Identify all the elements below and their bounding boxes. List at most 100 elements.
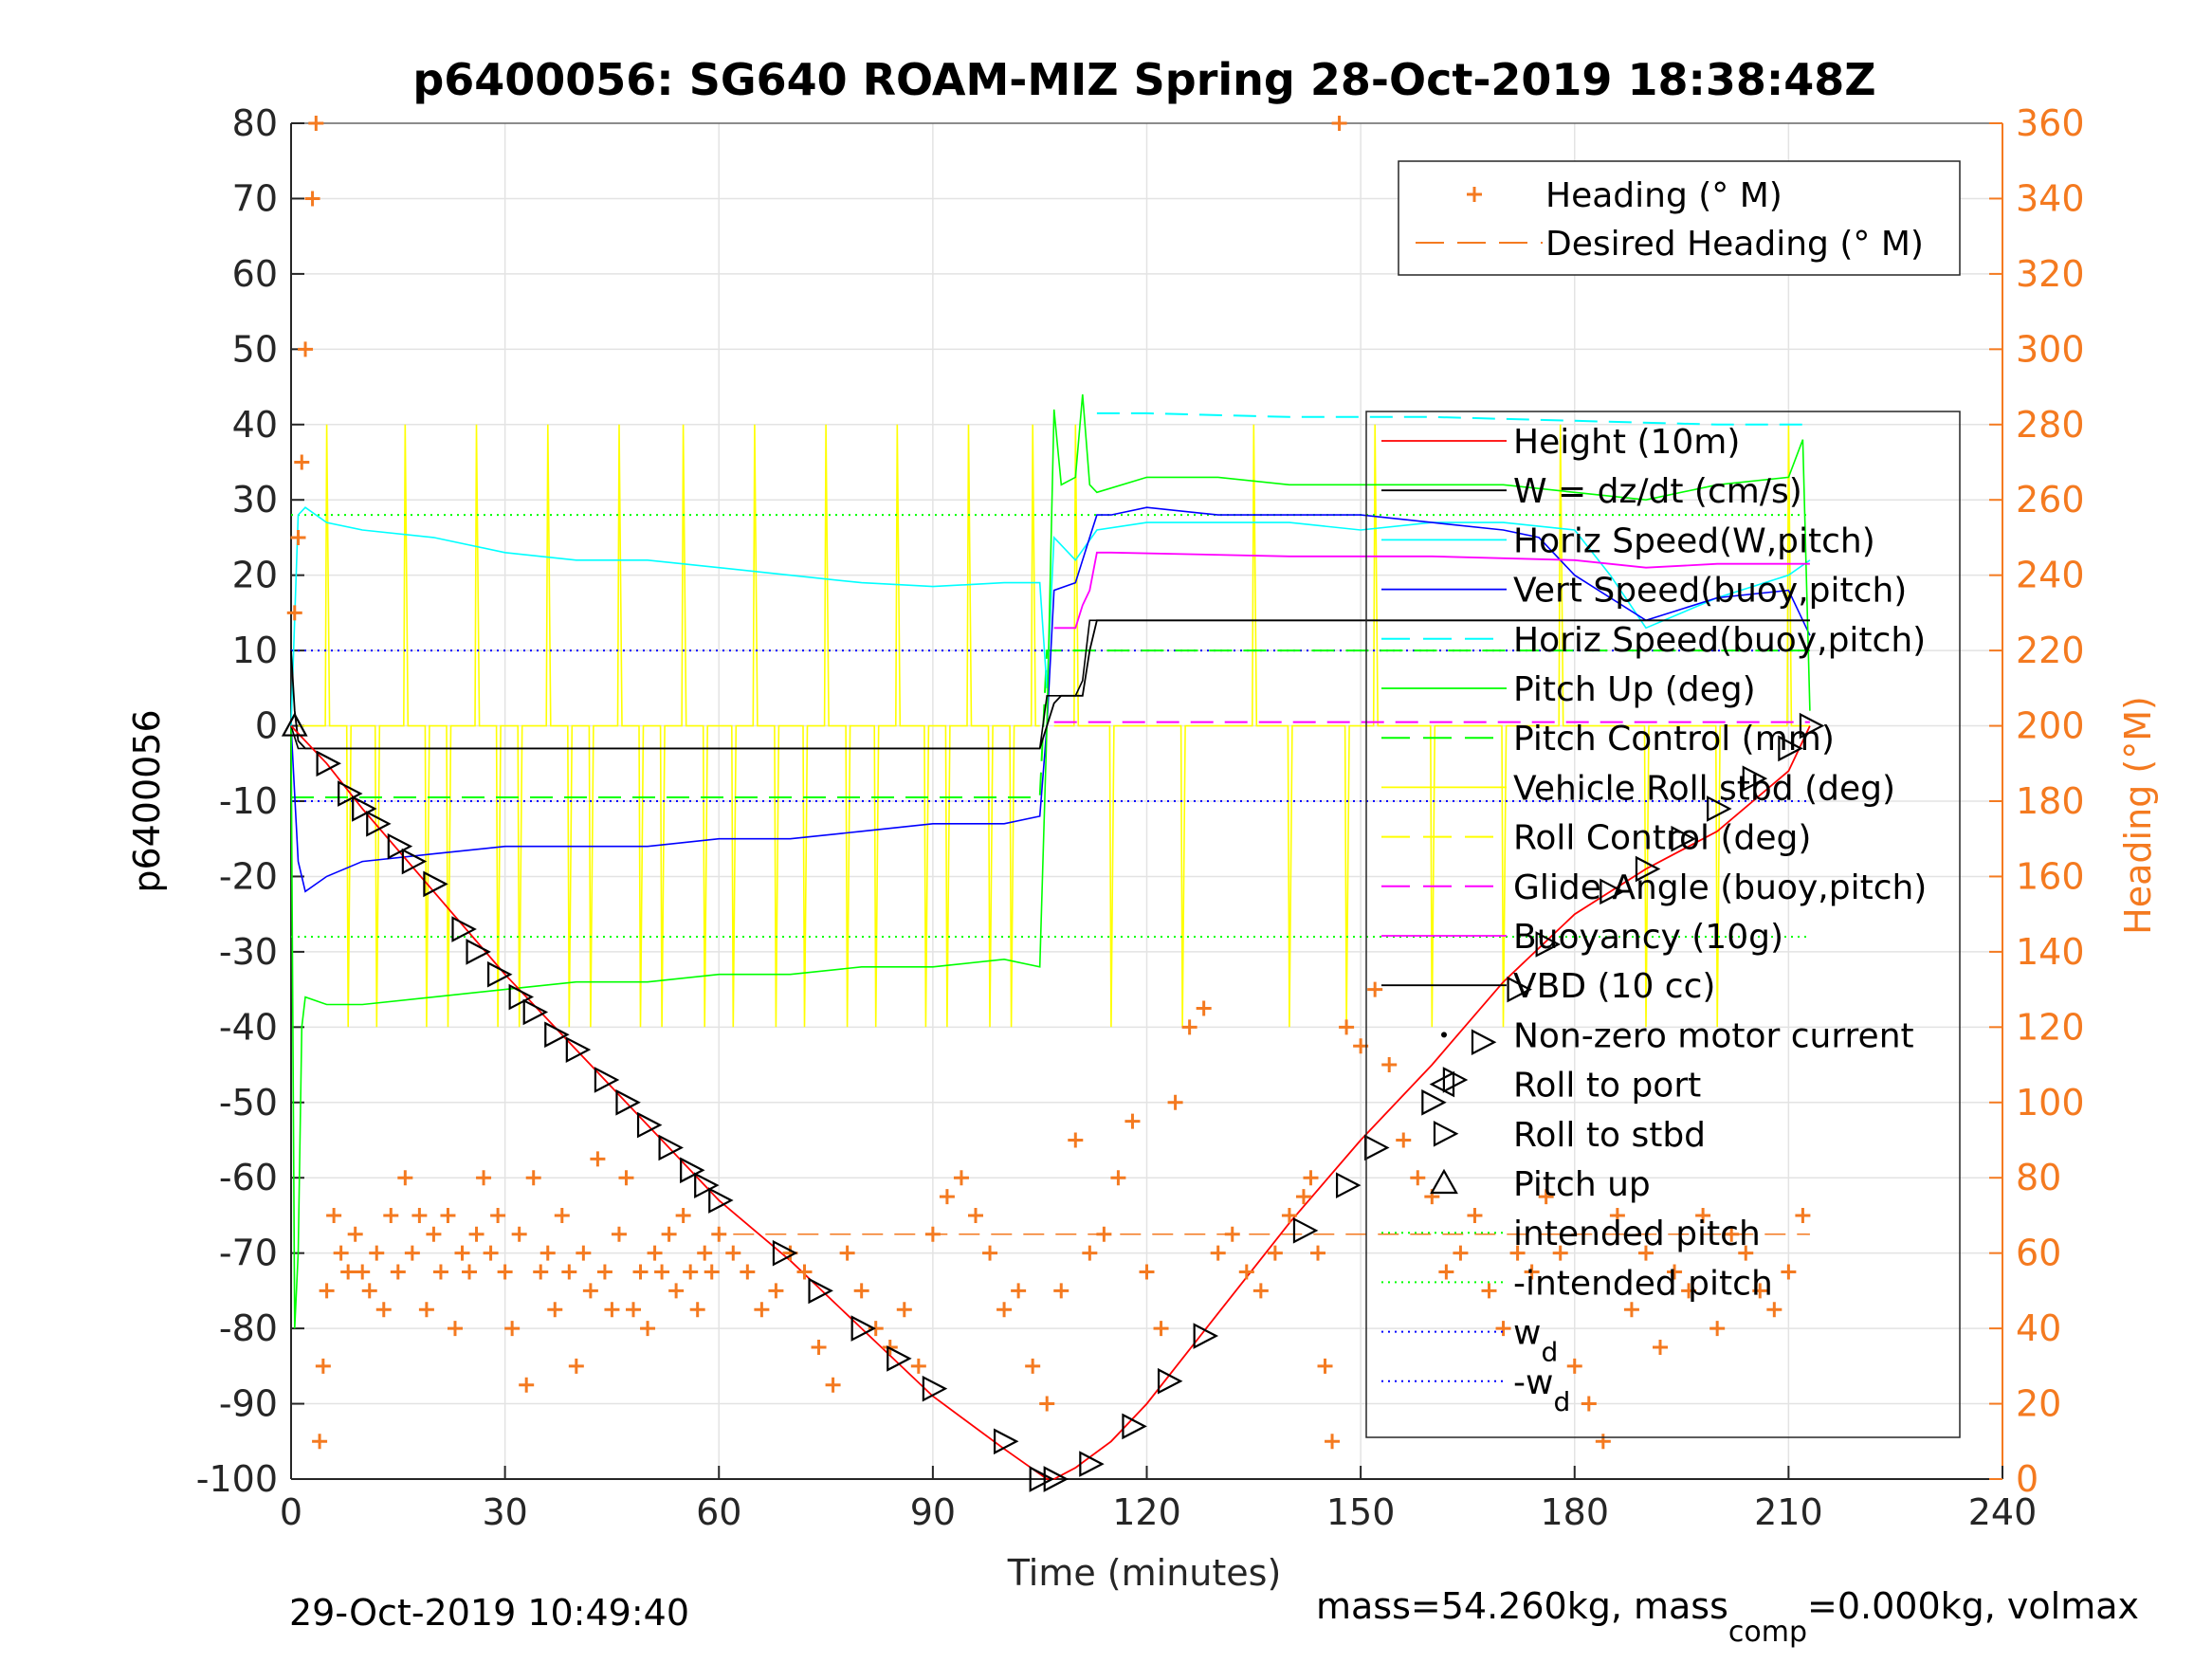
- heading-point: [1595, 1434, 1611, 1450]
- roll-marker: [1600, 878, 1625, 905]
- heading-point: [1339, 1019, 1355, 1035]
- heading-point: [304, 191, 320, 207]
- footer-mass: mass=54.260kg, masscomp=0.000kg, volmax: [1316, 1585, 2139, 1649]
- heading-point: [411, 1207, 428, 1223]
- heading-point: [1167, 1094, 1183, 1110]
- axes: 0 30 60 90 120 150 180 210 240-100-90-80-70-60-5…: [196, 102, 2085, 1533]
- heading-point: [1709, 1321, 1726, 1337]
- roll-marker: [352, 795, 377, 822]
- roll-marker: [1122, 1413, 1147, 1440]
- heading-point: [490, 1207, 506, 1223]
- y2-tick-label: 220: [2016, 630, 2085, 671]
- heading-point: [996, 1302, 1013, 1318]
- heading-point: [1331, 116, 1347, 131]
- legend-label: intended pitch: [1513, 1215, 1761, 1253]
- heading-point: [1695, 1207, 1711, 1223]
- heading-point: [519, 1377, 535, 1393]
- roll-marker: [487, 960, 513, 988]
- x-tick-label: 30: [482, 1491, 527, 1533]
- heading-point: [811, 1339, 827, 1355]
- legend-label-text: Pitch Control (mm): [1513, 720, 1835, 758]
- roll-marker: [1335, 1172, 1362, 1198]
- heading-point: [953, 1170, 969, 1186]
- roll-marker: [887, 1345, 912, 1372]
- legend-heading: Heading (° M) Desired Heading (° M): [1398, 160, 1961, 276]
- roll-marker: [508, 983, 535, 1011]
- roll-marker: [1535, 931, 1562, 958]
- roll-marker: [1635, 855, 1661, 883]
- heading-point: [1781, 1264, 1797, 1280]
- roll-marker: [565, 1036, 592, 1063]
- heading-point: [910, 1358, 926, 1374]
- legend-label: Buoyancy (10g): [1513, 918, 1783, 957]
- legend-label: Glide Angle (buoy,pitch): [1513, 868, 1927, 907]
- footer-date: 29-Oct-2019 10:49:40: [289, 1592, 689, 1634]
- heading-point: [1724, 1226, 1740, 1242]
- roll-marker: [680, 1157, 705, 1184]
- y2-tick-label: 80: [2016, 1157, 2061, 1198]
- heading-point: [468, 1226, 484, 1242]
- roll-marker: [922, 1375, 948, 1402]
- legend-label: Vert Speed(buoy,pitch): [1513, 572, 1907, 611]
- y2-tick-label: 300: [2016, 328, 2085, 370]
- legend-label: -intended pitch: [1513, 1264, 1773, 1303]
- heading-point: [375, 1302, 392, 1318]
- heading-point: [390, 1264, 406, 1280]
- legend-label: Pitch Control (mm): [1513, 720, 1835, 758]
- heading-point: [668, 1283, 685, 1299]
- heading-point: [1396, 1132, 1412, 1148]
- roll-marker: [401, 848, 428, 875]
- series-buoyancy: [1053, 551, 1810, 630]
- y-tick-label: -70: [219, 1233, 278, 1274]
- series-vert-speed: [290, 506, 1811, 893]
- heading-point: [483, 1245, 499, 1261]
- roll-marker: [636, 1111, 663, 1139]
- legend-label-text: Vehicle Roll stbd (deg): [1513, 769, 1895, 808]
- heading-point: [497, 1264, 513, 1280]
- heading-point: [725, 1245, 741, 1261]
- roll-marker: [615, 1088, 641, 1116]
- legend-label-text: intended pitch: [1513, 1215, 1761, 1253]
- y2-tick-label: 240: [2016, 555, 2085, 596]
- legend-label-text: Roll to port: [1513, 1067, 1701, 1106]
- roll-marker: [658, 1134, 684, 1161]
- y-tick-label: 20: [232, 555, 278, 596]
- roll-marker: [1029, 1466, 1055, 1492]
- heading-point: [1317, 1358, 1333, 1374]
- heading-point: [1011, 1283, 1027, 1299]
- y2-tick-label: 60: [2016, 1233, 2061, 1274]
- legend-label: Pitch Up (deg): [1513, 670, 1756, 709]
- heading-point: [596, 1264, 612, 1280]
- heading-point: [1381, 1057, 1398, 1073]
- heading-point: [1082, 1245, 1098, 1261]
- heading-point: [568, 1358, 584, 1374]
- x-tick-label: 0: [280, 1491, 302, 1533]
- heading-point: [504, 1321, 521, 1337]
- legend-label: Horiz Speed(W,pitch): [1513, 521, 1875, 560]
- heading-point: [432, 1264, 448, 1280]
- heading-point: [319, 1283, 335, 1299]
- heading-point: [1410, 1170, 1426, 1186]
- x-tick-label: 90: [910, 1491, 956, 1533]
- y-tick-label: -30: [219, 931, 278, 973]
- heading-point: [440, 1207, 456, 1223]
- heading-point: [1481, 1283, 1497, 1299]
- heading-point: [369, 1245, 385, 1261]
- heading-point: [740, 1264, 756, 1280]
- roll-marker: [1778, 735, 1803, 762]
- series-w: [290, 619, 1810, 750]
- roll-marker: [466, 939, 491, 965]
- x-tick-label: 60: [696, 1491, 741, 1533]
- series-vbd: [290, 619, 1810, 750]
- x-tick-label: 180: [1540, 1491, 1609, 1533]
- heading-point: [618, 1170, 634, 1186]
- heading-point: [1124, 1113, 1141, 1129]
- heading-point: [426, 1226, 442, 1242]
- heading-point: [1538, 1189, 1554, 1205]
- y2-tick-label: 100: [2016, 1082, 2085, 1124]
- heading-point: [1281, 1207, 1297, 1223]
- legend-main-box: [1365, 411, 1961, 1438]
- heading-point: [1367, 981, 1383, 997]
- y2-tick-label: 180: [2016, 780, 2085, 822]
- heading-point: [1210, 1245, 1226, 1261]
